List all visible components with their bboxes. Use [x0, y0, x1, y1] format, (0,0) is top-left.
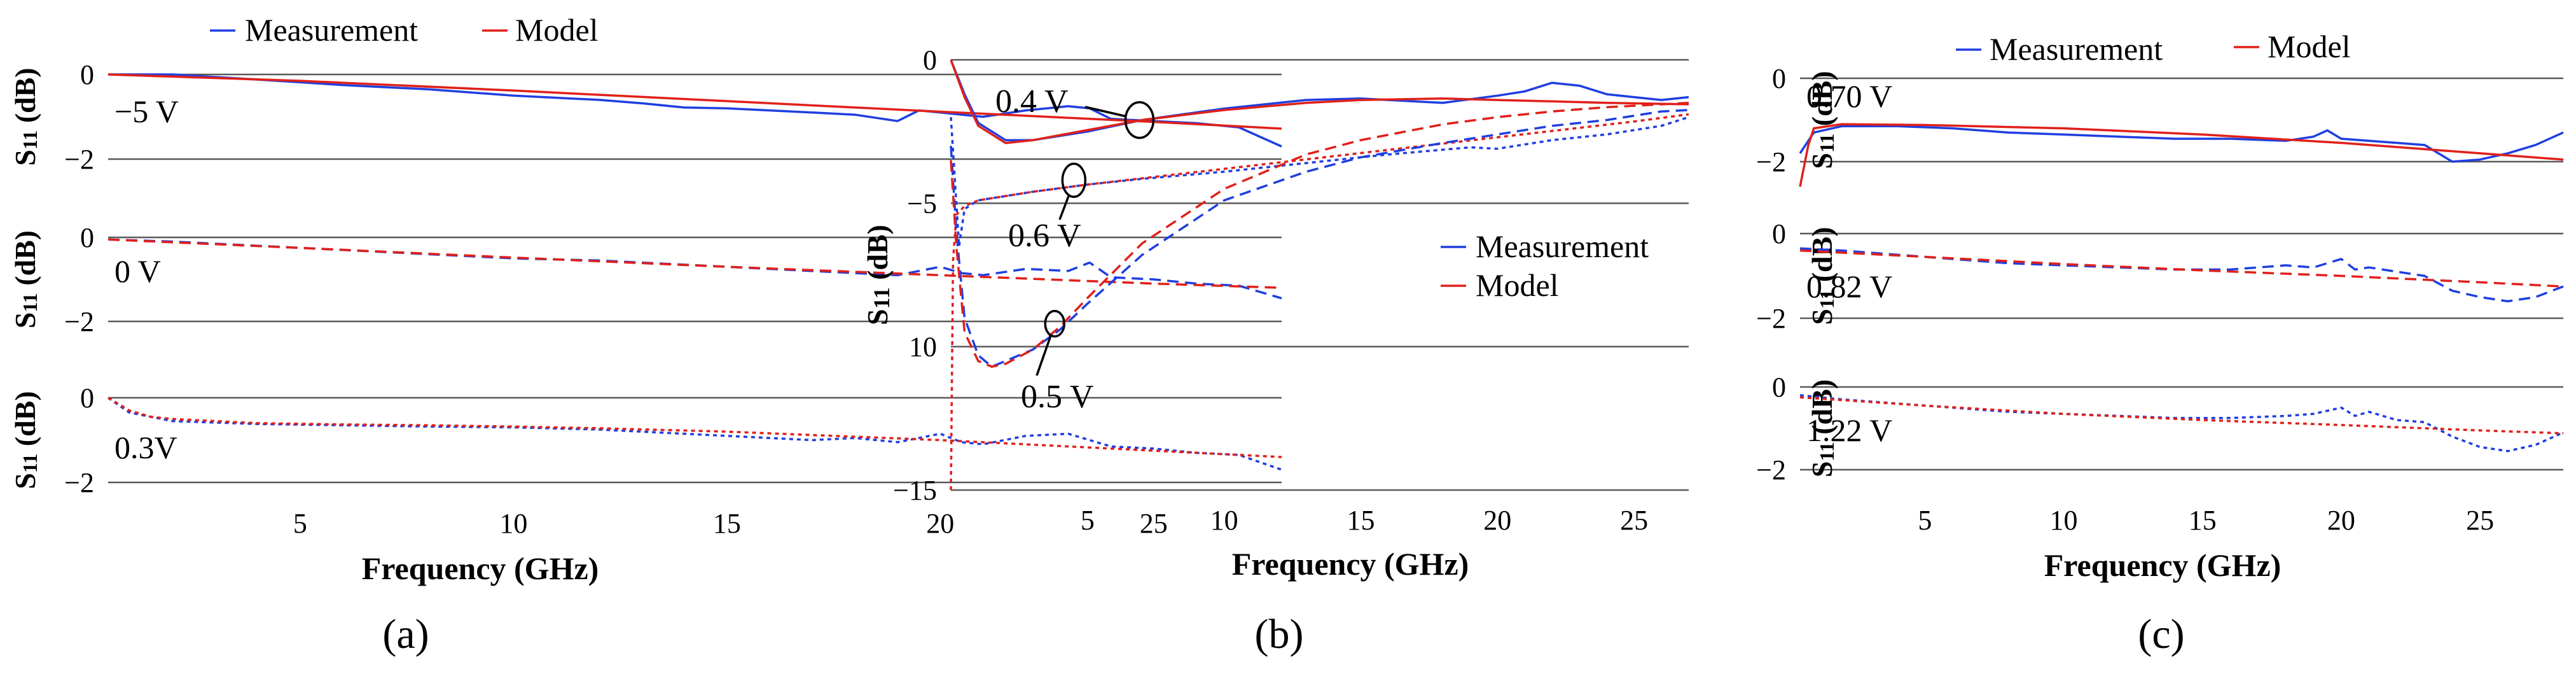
y-tick-label: −15 — [893, 475, 937, 506]
panel-label: (b) — [1255, 611, 1304, 657]
panel-a: 0 −2 S11 (dB) −5 V 0 −2 S11 (dB) 0 V 0 −2 S11 (dB)… — [9, 59, 1282, 657]
y-tick-label: 0 — [1772, 63, 1786, 94]
y-tick-label: 0 — [80, 383, 94, 414]
model-line — [107, 397, 1282, 458]
panel-b: 0 −5 10 −15 S11 (dB) 0.4 V 0.6 V 0.5 V 5 10 15 20 25… — [861, 45, 1689, 657]
y-tick-label: 0 — [923, 45, 937, 76]
series-line-6 — [950, 101, 1689, 368]
measurement-line — [1799, 125, 2564, 163]
legend-a-measurement-label: Measurement — [245, 12, 418, 48]
x-tick-label: 25 — [1620, 505, 1648, 536]
y-axis-label: S11 (dB) — [9, 391, 41, 489]
subplot-label: 0.3V — [114, 430, 177, 465]
y-tick-label: −2 — [64, 467, 94, 498]
panel-c: 0−2 S11 (dB)0.70 V0−2 S11 (dB)0.82 V0−2 S11… — [1756, 63, 2564, 657]
legend-b-model-label: Model — [1476, 267, 1559, 303]
subplot-label: 0.82 V — [1806, 269, 1892, 304]
subplot-label: 1.22 V — [1806, 412, 1892, 448]
y-tick-label: −2 — [1756, 146, 1786, 178]
annotation-label: 0.5 V — [1021, 379, 1094, 415]
measurement-line — [107, 238, 1282, 300]
measurement-line — [108, 73, 1282, 148]
charts-root: 0 −2 S11 (dB) −5 V 0 −2 S11 (dB) 0 V 0 −2 S11 (dB)… — [9, 45, 2564, 657]
x-tick-label: 10 — [1210, 505, 1238, 536]
y-axis-label: S11 (dB) — [9, 230, 41, 328]
annotation-leader — [1058, 195, 1070, 220]
panel-label: (a) — [382, 611, 429, 657]
x-axis-label: Frequency (GHz) — [2044, 547, 2282, 583]
series-line-2 — [950, 59, 1689, 144]
subplot-c-1: 0 −2 S11 (dB)0.70 V — [1756, 63, 2564, 187]
subplot-label: −5 V — [114, 94, 179, 129]
y-axis-label: S11 (dB) — [1806, 379, 1838, 477]
subplot-label: 0 V — [114, 253, 161, 289]
measurement-line — [1799, 247, 2564, 303]
subplot-a-2: 0 −2 S11 (dB) 0 V — [9, 222, 1282, 337]
y-axis-label: S11 (dB) — [861, 225, 894, 325]
y-axis-label: S11 (dB) — [1806, 71, 1838, 169]
panel-label: (c) — [2138, 611, 2184, 657]
subplot-a-3: 0 −2 S11 (dB) 0.3V — [9, 383, 1282, 498]
annotation-marker — [1124, 101, 1155, 139]
series-line-3 — [950, 116, 1689, 248]
y-tick-label: −2 — [64, 144, 94, 175]
x-tick-label: 10 — [499, 508, 527, 539]
x-tick-label: 5 — [293, 508, 307, 539]
model-line — [1799, 123, 2564, 187]
model-line — [1799, 249, 2564, 288]
model-line — [1799, 396, 2564, 435]
y-tick-label: −2 — [1756, 454, 1786, 486]
x-tick-label: 25 — [2466, 505, 2494, 536]
legend-c: Measurement Model — [1956, 29, 2351, 67]
y-axis-label: S11 (dB) — [9, 67, 41, 165]
model-line — [107, 73, 1282, 130]
annotation-label: 0.6 V — [1008, 218, 1081, 254]
y-axis-label: S11 (dB) — [1806, 227, 1838, 325]
legend-a: Measurement Model — [210, 12, 599, 48]
x-tick-label: 15 — [1347, 505, 1375, 536]
y-tick-label: −2 — [64, 306, 94, 337]
x-tick-label: 5 — [1081, 505, 1095, 536]
legend-c-measurement-label: Measurement — [1990, 31, 2163, 67]
subplot-c-2: 0 −2 S11 (dB)0.82 V — [1756, 218, 2564, 334]
annotation-leader — [1084, 106, 1126, 118]
legend-c-model-label: Model — [2268, 29, 2351, 64]
annotation-label: 0.4 V — [995, 83, 1069, 120]
x-tick-label: 15 — [2189, 505, 2217, 536]
y-tick-label: 0 — [1772, 218, 1786, 249]
annotation-leader — [1035, 335, 1052, 376]
x-tick-label: 10 — [2050, 505, 2078, 536]
series-line-5 — [950, 109, 1689, 368]
series-line-1 — [950, 59, 1689, 141]
legend-b-measurement-label: Measurement — [1476, 228, 1649, 264]
x-axis-label: Frequency (GHz) — [1232, 546, 1469, 582]
x-tick-label: 20 — [926, 508, 954, 539]
x-tick-label: 20 — [2327, 505, 2355, 536]
x-tick-label: 20 — [1483, 505, 1511, 536]
annotation-marker — [1044, 309, 1066, 338]
x-tick-label: 5 — [1918, 505, 1932, 536]
x-tick-label: 25 — [1140, 508, 1168, 539]
measurement-line — [1799, 394, 2564, 453]
y-tick-label: 0 — [80, 59, 94, 90]
y-tick-label: 10 — [909, 332, 937, 363]
y-tick-label: 0 — [1772, 372, 1786, 403]
y-tick-label: 0 — [80, 222, 94, 253]
measurement-line — [107, 397, 1282, 471]
subplot-c-3: 0 −2 S11 (dB)1.22 V — [1756, 372, 2564, 486]
y-tick-label: −5 — [907, 188, 937, 219]
x-tick-label: 15 — [713, 508, 741, 539]
x-axis-label: Frequency (GHz) — [362, 551, 599, 586]
subplot-label: 0.70 V — [1806, 78, 1892, 114]
subplot-a-1: 0 −2 S11 (dB) −5 V — [9, 59, 1282, 175]
legend-b: Measurement Model — [1441, 228, 1649, 303]
annotation-marker — [1061, 162, 1087, 199]
y-tick-label: −2 — [1756, 303, 1786, 334]
legend-a-model-label: Model — [515, 12, 599, 48]
